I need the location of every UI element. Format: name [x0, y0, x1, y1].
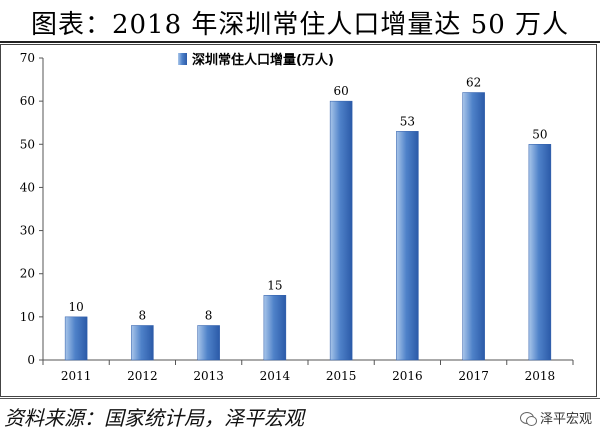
y-tick-label: 50	[20, 137, 35, 151]
data-label-2011: 10	[68, 300, 83, 314]
x-tick-label-2013: 2013	[193, 369, 224, 383]
bar-2014	[263, 295, 287, 361]
brand-watermark: 泽平宏观	[519, 408, 592, 427]
x-tick-label-2011: 2011	[61, 369, 92, 383]
legend: 深圳常住人口增量(万人)	[178, 52, 334, 68]
data-label-2012: 8	[139, 308, 147, 322]
bar-chart: 0 10 20 30 40 50 60 70 10 2011 8 2012 8 2013 15 2014 60 2…	[20, 51, 574, 383]
y-tick-label: 20	[20, 267, 35, 281]
x-tick-label-2017: 2017	[458, 369, 489, 383]
chart-frame	[0, 44, 597, 397]
x-tick-label-2012: 2012	[127, 369, 158, 383]
x-tick-label-2015: 2015	[326, 369, 357, 383]
bar-2018	[528, 144, 552, 361]
bar-2012	[131, 325, 154, 361]
data-label-2016: 53	[400, 114, 415, 128]
bar-2017	[462, 92, 485, 361]
y-tick-label: 0	[27, 353, 35, 367]
legend-swatch	[178, 53, 187, 65]
y-tick-label: 10	[20, 310, 35, 324]
data-label-2013: 8	[205, 308, 213, 322]
data-label-2015: 60	[333, 84, 348, 98]
footer-divider	[0, 398, 600, 399]
wechat-icon	[519, 411, 537, 426]
legend-label: 深圳常住人口增量(万人)	[192, 52, 334, 68]
x-tick-label-2018: 2018	[525, 369, 556, 383]
source-note: 资料来源：国家统计局，泽平宏观	[4, 406, 304, 430]
y-tick-label: 40	[20, 180, 35, 194]
bar-2016	[396, 131, 419, 361]
title-divider	[0, 41, 600, 43]
y-tick-label: 70	[20, 51, 35, 65]
x-tick-label-2014: 2014	[260, 369, 291, 383]
page-title: 图表：2018 年深圳常住人口增量达 50 万人	[30, 10, 570, 40]
title-bar: 图表：2018 年深圳常住人口增量达 50 万人	[0, 0, 600, 44]
data-label-2014: 15	[267, 278, 282, 292]
brand-label: 泽平宏观	[539, 412, 592, 427]
data-label-2018: 50	[532, 127, 547, 141]
bar-2011	[64, 316, 88, 361]
data-label-2017: 62	[466, 76, 481, 90]
y-tick-label: 30	[20, 224, 35, 238]
x-tick-label-2016: 2016	[392, 369, 423, 383]
y-tick-label: 60	[20, 94, 35, 108]
bar-2015	[329, 100, 353, 361]
bar-2013	[197, 325, 220, 361]
